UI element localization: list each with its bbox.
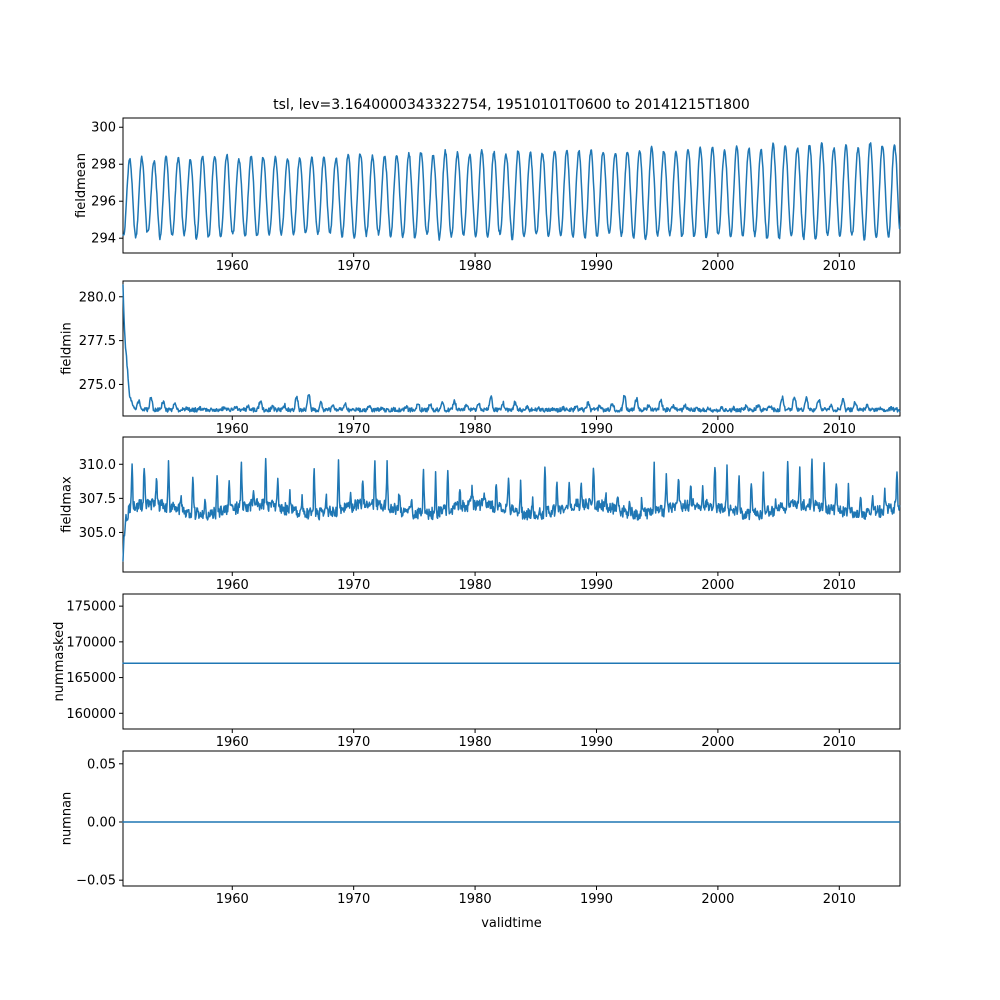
x-tick-label: 1980: [459, 259, 492, 274]
x-tick-label: 2000: [701, 259, 734, 274]
y-axis-label: numnan: [60, 792, 75, 846]
x-tick-label: 2010: [823, 892, 856, 907]
plot-line-fieldmean: [122, 142, 901, 241]
plot-line-fieldmax: [122, 457, 901, 562]
x-tick-label: 1970: [337, 892, 370, 907]
y-tick-label: 277.5: [79, 334, 116, 349]
x-tick-label: 1960: [216, 578, 249, 593]
x-tick-label: 1960: [216, 735, 249, 750]
x-tick-label: 2010: [823, 422, 856, 437]
axes-frame: [122, 436, 901, 573]
y-axis-label: fieldmax: [60, 476, 75, 533]
y-tick-label: 275.0: [79, 378, 116, 393]
subplot-numnan: 1960 1970 1980 1990 2000 2010 −0.05 0.00 0.05 num…: [60, 750, 901, 907]
y-tick-label: 0.00: [87, 815, 116, 830]
x-tick-label: 2010: [823, 735, 856, 750]
x-tick-label: 1970: [337, 578, 370, 593]
x-tick-label: 1970: [337, 259, 370, 274]
x-tick-label: 1980: [459, 735, 492, 750]
x-tick-label: 2010: [823, 578, 856, 593]
x-tick-label: 1990: [580, 422, 613, 437]
y-tick-label: 298: [91, 158, 116, 173]
y-axis-label: nummasked: [52, 622, 67, 702]
x-tick-label: 1980: [459, 892, 492, 907]
x-tick-label: 2010: [823, 259, 856, 274]
x-tick-label: 1980: [459, 422, 492, 437]
subplot-fieldmin: 1960 1970 1980 1990 2000 2010 275.0 277.5 280.0 f…: [60, 280, 901, 437]
y-tick-label: 0.05: [87, 757, 116, 772]
x-tick-label: 1970: [337, 735, 370, 750]
x-tick-label: 2000: [701, 422, 734, 437]
x-tick-label: 1980: [459, 578, 492, 593]
axes-frame: [122, 280, 901, 417]
axes-frame: [122, 750, 901, 887]
y-tick-label: 170000: [66, 635, 116, 650]
axes-frame: [122, 117, 901, 254]
x-tick-label: 2000: [701, 735, 734, 750]
x-tick-label: 2000: [701, 892, 734, 907]
x-tick-label: 1990: [580, 735, 613, 750]
x-tick-label: 2000: [701, 578, 734, 593]
x-tick-label: 1990: [580, 892, 613, 907]
x-tick-label: 1960: [216, 259, 249, 274]
y-tick-label: 300: [91, 121, 116, 136]
x-axis-label: validtime: [481, 916, 542, 931]
y-axis-label: fieldmin: [60, 322, 75, 375]
y-tick-label: 307.5: [79, 492, 116, 507]
subplot-fieldmax: 1960 1970 1980 1990 2000 2010 305.0 307.5 310.0 f…: [60, 436, 901, 593]
y-tick-label: 280.0: [79, 290, 116, 305]
x-tick-label: 1960: [216, 892, 249, 907]
y-tick-label: 175000: [66, 600, 116, 615]
axes-frame: [122, 593, 901, 730]
y-tick-label: 294: [91, 232, 116, 247]
x-tick-label: 1960: [216, 422, 249, 437]
y-tick-label: 160000: [66, 707, 116, 722]
y-axis-label: fieldmean: [74, 153, 89, 218]
x-tick-label: 1990: [580, 259, 613, 274]
y-tick-label: 165000: [66, 671, 116, 686]
y-tick-label: 296: [91, 195, 116, 210]
subplot-nummasked: 1960 1970 1980 1990 2000 2010 160000 165000 1700…: [52, 593, 901, 750]
x-tick-label: 1990: [580, 578, 613, 593]
y-tick-label: 310.0: [79, 458, 116, 473]
x-tick-label: 1970: [337, 422, 370, 437]
y-tick-label: 305.0: [79, 526, 116, 541]
plot-line-fieldmin: [122, 284, 901, 413]
subplot-fieldmean: 1960 1970 1980 1990 2000 2010 294 296 298 300 fiel…: [74, 117, 901, 274]
y-tick-label: −0.05: [76, 874, 116, 889]
chart-title: tsl, lev=3.1640000343322754, 19510101T06…: [273, 97, 750, 113]
